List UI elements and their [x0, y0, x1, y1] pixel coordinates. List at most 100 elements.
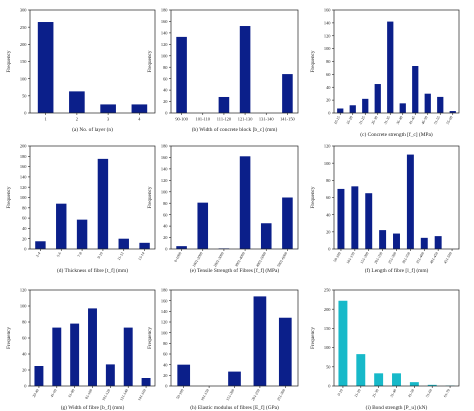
x-tick-label: 5-6 — [56, 251, 62, 257]
x-tick-label: 201-250 — [251, 388, 261, 401]
panel-caption: (h) Elastic modulus of fibres [E_f] (GPa… — [190, 404, 279, 411]
y-tick-label: 20 — [163, 373, 168, 378]
y-tick-label: 80 — [163, 65, 168, 70]
chart-bar — [278, 317, 292, 386]
y-tick-label: 250 — [20, 25, 27, 30]
y-tick-label: 80 — [326, 59, 331, 64]
x-tick-label: 36-40 — [396, 115, 404, 125]
y-tick-label: 20 — [22, 368, 27, 373]
chart-bar — [56, 203, 67, 249]
chart-bar — [349, 105, 356, 113]
y-tick-label: 200 — [20, 42, 27, 47]
chart-panel: 0 20 40 60 80 100 120 140 160 180 90-100 101-110 111… — [147, 8, 299, 133]
y-tick-label: 50 — [326, 364, 331, 369]
chart-bar — [228, 371, 241, 386]
y-axis-label: Frequency — [310, 327, 316, 349]
y-tick-label: 160 — [161, 298, 168, 303]
x-tick-label: 51-55 — [433, 115, 441, 125]
x-tick-label: 101-150 — [200, 388, 210, 401]
y-tick-label: 80 — [163, 201, 168, 206]
y-tick-label: 60 — [326, 195, 331, 200]
x-tick-label: 9-10 — [97, 251, 104, 259]
chart-panel: 0 20 40 60 80 100 120 140 160 180 0-1000 1001-2000 2… — [147, 144, 299, 274]
x-tick-label: 1 — [45, 117, 47, 122]
chart-bar — [356, 354, 366, 386]
y-tick-label: 200 — [20, 144, 27, 149]
x-tick-label: 0-1000 — [174, 251, 183, 262]
chart-bar — [337, 108, 344, 113]
y-tick-label: 160 — [161, 19, 168, 24]
chart-bar — [434, 236, 442, 249]
chart-bar — [239, 156, 251, 249]
y-tick-label: 20 — [163, 235, 168, 240]
chart-bar — [100, 104, 116, 113]
y-tick-label: 80 — [326, 178, 331, 183]
chart-bar — [351, 186, 359, 249]
y-tick-label: 0 — [24, 111, 27, 116]
x-tick-label: 2001-3000 — [213, 251, 225, 267]
x-tick-label: 1001-2000 — [192, 251, 204, 267]
y-tick-label: 60 — [22, 336, 27, 341]
plot-frame — [170, 145, 299, 250]
y-tick-label: 40 — [163, 88, 168, 93]
chart-bar — [399, 103, 406, 113]
chart-bar — [260, 223, 272, 249]
y-tick-label: 50 — [22, 93, 27, 98]
chart-bar — [282, 197, 293, 249]
x-tick-label: 251-300 — [388, 251, 398, 264]
y-tick-label: 20 — [163, 99, 168, 104]
chart-bar — [176, 36, 187, 114]
y-axis-label: Frequency — [310, 50, 316, 72]
y-tick-label: 60 — [163, 76, 168, 81]
y-tick-label: 120 — [20, 185, 27, 190]
x-tick-label: 151-200 — [360, 251, 370, 264]
x-tick-label: 51-60 — [425, 388, 433, 398]
chart-panel: 0 20 40 60 80 100 120 50-100 101-150 151-200 201-2… — [310, 144, 460, 274]
chart-bar — [424, 93, 431, 113]
y-tick-label: 180 — [161, 144, 168, 149]
y-tick-label: 0 — [165, 247, 168, 252]
chart-bar — [197, 202, 209, 249]
y-tick-label: 80 — [163, 341, 168, 346]
chart-bar — [141, 378, 151, 386]
chart-bar — [70, 323, 80, 386]
x-tick-label: 61-80 — [68, 388, 76, 398]
x-tick-label: 351-400 — [415, 251, 425, 264]
y-tick-label: 60 — [22, 216, 27, 221]
y-axis-label: Frequency — [147, 50, 153, 72]
panel-caption: (c) Concrete strength [f_c] (MPa) — [360, 131, 433, 138]
panel-caption: (d) Thickness of fibre [t_f] (mm) — [57, 267, 128, 274]
plot-frame — [170, 9, 299, 114]
y-axis-label: Frequency — [310, 186, 316, 208]
x-tick-label: 201-250 — [374, 251, 384, 264]
chart-bar — [123, 327, 133, 386]
chart-panel: 0 20 40 60 80 100 120 140 160 180 200 2-4 5-6 7-8 9-10… — [6, 144, 156, 274]
chart-bar — [282, 74, 293, 113]
y-tick-label: 60 — [326, 72, 331, 77]
y-tick-label: 160 — [161, 155, 168, 160]
y-tick-label: 0 — [328, 384, 331, 389]
chart-bar — [365, 193, 373, 249]
x-tick-label: 21-30 — [372, 388, 380, 398]
chart-bar — [177, 364, 191, 386]
y-tick-label: 20 — [22, 236, 27, 241]
x-tick-label: 2 — [76, 117, 78, 122]
x-tick-label: 121-130 — [238, 117, 253, 122]
x-tick-label: 5001-6000 — [277, 251, 289, 267]
chart-bar — [374, 84, 381, 113]
y-tick-label: 250 — [324, 288, 331, 293]
x-tick-label: 4 — [138, 117, 141, 122]
chart-bar — [379, 230, 387, 249]
panel-caption: (g) Width of fibre [b_f] (mm) — [61, 404, 125, 411]
x-tick-label: 46-50 — [421, 115, 429, 125]
y-tick-label: 140 — [161, 166, 168, 171]
x-tick-label: 41-50 — [407, 388, 415, 398]
panel-caption: (e) Tensile Strength of Fibres [f_f] (MP… — [190, 267, 280, 274]
x-tick-label: 101-110 — [196, 117, 211, 122]
plot-frame — [29, 145, 156, 250]
y-tick-label: 150 — [20, 59, 27, 64]
x-tick-label: 451-500 — [443, 251, 453, 264]
x-tick-label: 16-20 — [346, 115, 354, 125]
chart-bar — [427, 384, 437, 386]
x-tick-label: 101-150 — [346, 251, 356, 264]
